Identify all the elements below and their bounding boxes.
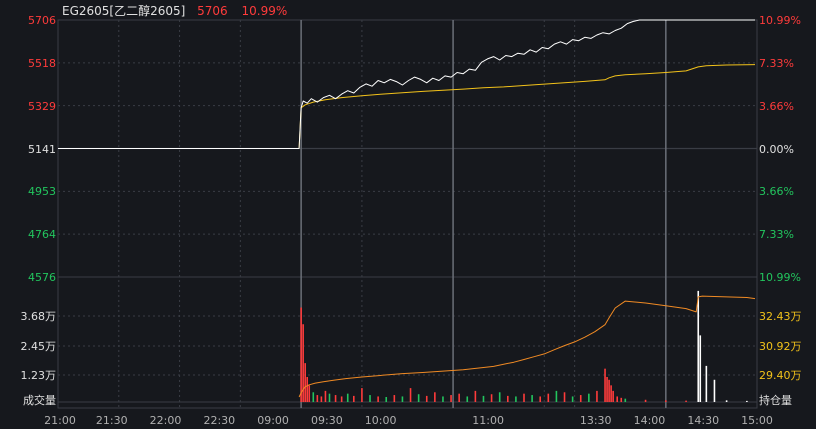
time-tick: 09:30 <box>310 414 343 427</box>
time-tick: 15:00 <box>741 414 773 427</box>
pct-tick-right: 7.33% <box>759 228 794 242</box>
time-tick: 21:30 <box>95 414 128 427</box>
price-tick-left: 4576 <box>28 271 56 284</box>
volume-tick-left: 2.45万 <box>20 340 57 353</box>
open-interest-line <box>298 295 756 398</box>
oi-tick-right: 持仓量 <box>759 394 792 407</box>
plot-frame <box>57 19 758 409</box>
pct-tick-right: 3.66% <box>759 185 794 199</box>
pct-tick-right: 7.33% <box>759 56 794 70</box>
volume-bars <box>300 290 748 402</box>
price-tick-left: 5706 <box>28 14 56 27</box>
price-tick-left: 4953 <box>28 185 56 199</box>
price-tick-left: 5329 <box>28 99 56 113</box>
series-lines <box>58 19 756 398</box>
pct-tick-right: 3.66% <box>759 99 794 113</box>
oi-tick-right: 29.40万 <box>759 369 802 382</box>
time-tick: 09:00 <box>257 414 289 427</box>
time-tick: 21:00 <box>44 414 76 427</box>
volume-tick-left: 成交量 <box>23 394 56 407</box>
avg-price-line <box>298 64 756 149</box>
pct-tick-right: 0.00% <box>759 142 794 156</box>
time-tick: 14:30 <box>687 414 720 427</box>
oi-tick-right: 30.92万 <box>759 340 802 353</box>
volume-tick-left: 3.68万 <box>20 310 57 323</box>
pct-tick-right: 10.99% <box>759 271 801 284</box>
time-tick: 22:30 <box>203 414 236 427</box>
price-tick-left: 5518 <box>28 56 56 70</box>
pct-tick-right: 10.99% <box>759 14 801 27</box>
time-tick: 10:00 <box>364 414 397 427</box>
chart-header: EG2605[乙二醇2605] 5706 10.99% <box>62 2 287 19</box>
time-tick: 13:30 <box>579 414 612 427</box>
grid <box>57 19 758 409</box>
price-tick-left: 4764 <box>28 228 56 242</box>
price-tick-left: 5141 <box>28 142 56 156</box>
price-line <box>58 19 755 149</box>
oi-tick-right: 32.43万 <box>759 310 802 323</box>
change-percent: 10.99% <box>241 4 288 18</box>
time-tick: 14:00 <box>633 414 666 427</box>
symbol-label: EG2605[乙二醇2605] <box>62 4 186 18</box>
time-tick: 11:00 <box>472 414 504 427</box>
time-tick: 22:00 <box>149 414 182 427</box>
last-price: 5706 <box>197 4 228 18</box>
volume-tick-left: 1.23万 <box>20 369 57 382</box>
